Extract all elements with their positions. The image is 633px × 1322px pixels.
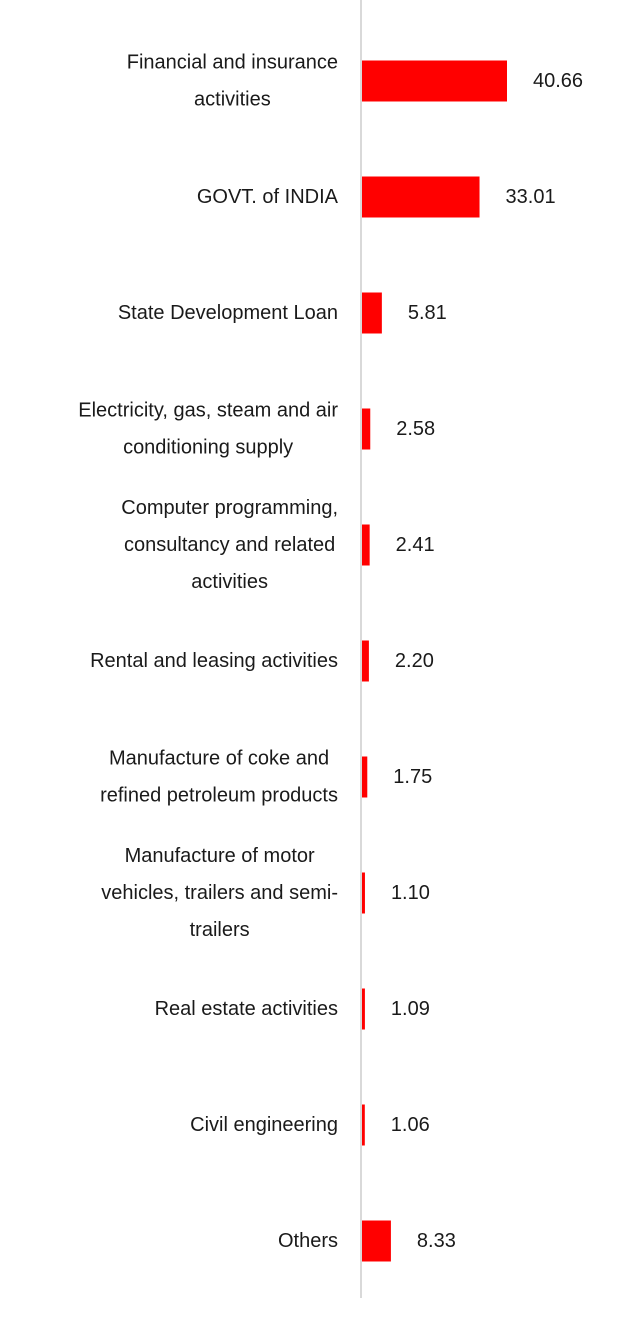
category-label-line: consultancy and related xyxy=(124,534,335,556)
bar xyxy=(361,408,371,450)
category-label: Financial and insurance activities xyxy=(127,52,338,111)
category-label-line: Civil engineering xyxy=(190,1114,338,1136)
category-label-line: Electricity, gas, steam and air xyxy=(78,400,338,422)
category-label: Electricity, gas, steam and air condition… xyxy=(78,400,338,459)
bar xyxy=(361,756,368,798)
data-label: 1.75 xyxy=(393,766,432,788)
data-label: 2.41 xyxy=(396,534,435,556)
category-label-line: Manufacture of coke and xyxy=(109,748,329,770)
category-label: State Development Loan xyxy=(118,302,338,324)
bar xyxy=(361,640,369,682)
category-label-line: Real estate activities xyxy=(155,998,338,1020)
category-label: Rental and leasing activities xyxy=(90,650,338,672)
bar xyxy=(361,176,480,218)
category-label-line: vehicles, trailers and semi- xyxy=(101,882,338,904)
data-label: 8.33 xyxy=(417,1230,456,1252)
data-label: 1.09 xyxy=(391,998,430,1020)
category-label: Computer programming, consultancy and rel… xyxy=(121,497,338,593)
bar xyxy=(361,1220,391,1262)
bar xyxy=(361,872,365,914)
category-label-line: activities xyxy=(194,89,271,111)
category-label-line: Rental and leasing activities xyxy=(90,650,338,672)
category-label-line: Computer programming, xyxy=(121,497,338,519)
category-label-line: GOVT. of INDIA xyxy=(197,186,339,208)
data-label: 1.06 xyxy=(391,1114,430,1136)
data-label: 2.20 xyxy=(395,650,434,672)
data-label: 5.81 xyxy=(408,302,447,324)
bar xyxy=(361,1104,365,1146)
bar xyxy=(361,988,365,1030)
bar xyxy=(361,292,382,334)
data-label: 1.10 xyxy=(391,882,430,904)
category-labels-layer: Financial and insurance activities GOVT. o… xyxy=(78,52,338,1253)
category-label-line: Financial and insurance xyxy=(127,52,338,74)
category-label-line: trailers xyxy=(190,919,250,941)
category-label-line: conditioning supply xyxy=(123,437,293,459)
category-label: Manufacture of motor vehicles, trailers a… xyxy=(101,845,338,941)
data-label: 33.01 xyxy=(506,186,556,208)
data-label: 40.66 xyxy=(533,70,583,92)
category-label-line: Manufacture of motor xyxy=(125,845,315,867)
bar xyxy=(361,524,370,566)
category-label: Others xyxy=(278,1230,338,1252)
bars-layer xyxy=(361,60,507,1262)
category-label: GOVT. of INDIA xyxy=(197,186,339,208)
category-label-line: State Development Loan xyxy=(118,302,338,324)
data-label: 2.58 xyxy=(396,418,435,440)
category-label: Civil engineering xyxy=(190,1114,338,1136)
category-label-line: activities xyxy=(191,571,268,593)
bar xyxy=(361,60,507,102)
category-label-line: Others xyxy=(278,1230,338,1252)
category-label: Real estate activities xyxy=(155,998,338,1020)
value-labels-layer: 40.66 33.01 5.81 2.58 2.41 2.20 1.75 1.10 1.09 1.… xyxy=(391,70,583,1252)
category-label-line: refined petroleum products xyxy=(100,785,338,807)
category-label: Manufacture of coke and refined petroleum… xyxy=(100,748,338,807)
